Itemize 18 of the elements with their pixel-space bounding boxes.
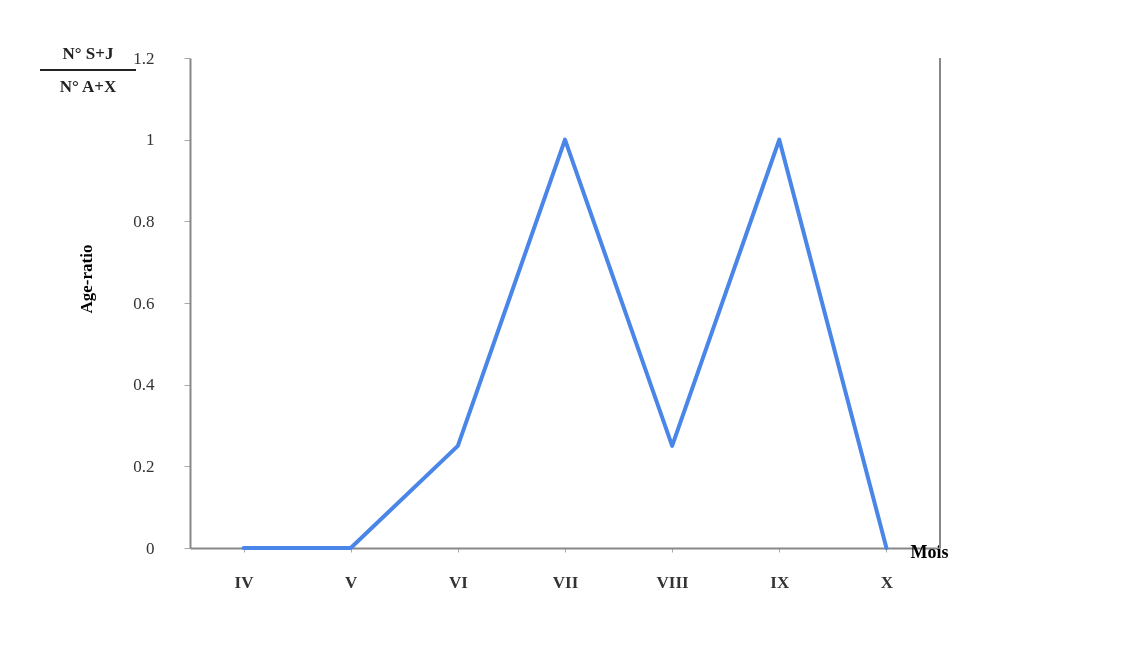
y-tick-label: 0.2: [133, 456, 155, 476]
y-tick-label: 1: [146, 130, 155, 150]
x-tick-label: VII: [552, 572, 579, 592]
y-tick-label: 0: [146, 538, 155, 558]
x-tick-label: X: [880, 572, 894, 592]
x-tick-label: VI: [448, 572, 469, 592]
x-tick-label: VIII: [656, 572, 690, 592]
y-tick-label: 0.6: [133, 293, 155, 313]
x-tick-label: V: [345, 572, 359, 592]
y-tick-label: 1.2: [133, 48, 155, 68]
x-axis-title: Mois: [910, 541, 949, 562]
y-axis-title: Age-ratio: [76, 244, 96, 314]
x-tick-label: IV: [234, 572, 255, 592]
text: N° A+X: [58, 76, 118, 97]
x-tick-label: IX: [770, 572, 790, 592]
y-tick-label: 0.8: [133, 211, 155, 231]
y-tick-label: 0.4: [133, 375, 155, 395]
text: N° S+J: [62, 44, 114, 63]
